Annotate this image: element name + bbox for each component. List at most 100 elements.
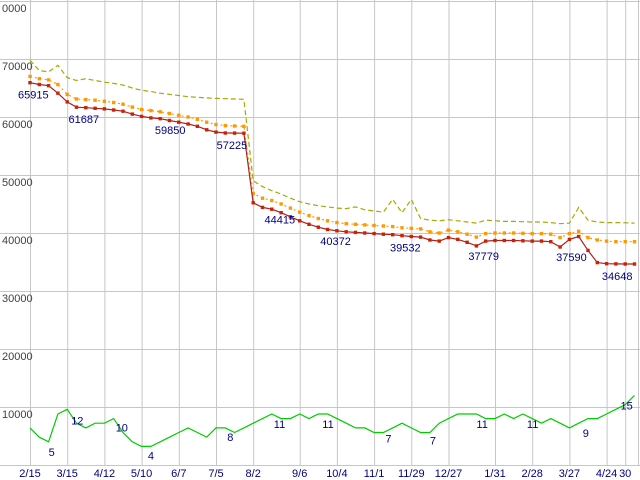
olive-dashed-series-line — [29, 59, 635, 225]
orange-dotted-series-marker — [242, 124, 246, 128]
orange-dotted-series-marker — [577, 229, 581, 233]
orange-dotted-series-marker — [307, 213, 311, 218]
red-marker-series-marker — [130, 112, 134, 116]
red-marker-series-marker — [335, 229, 339, 233]
orange-dotted-series-marker — [623, 240, 627, 244]
red-marker-series-marker — [149, 116, 153, 120]
red-marker-series-marker — [177, 120, 181, 124]
orange-dotted-series-marker — [586, 235, 590, 240]
orange-dotted-series-marker — [484, 231, 488, 236]
count-value-annotation: 11 — [476, 419, 487, 431]
x-tick-label: 9/6 — [292, 468, 307, 480]
x-tick-label: 4/12 — [94, 468, 115, 480]
rank-value-annotation: 44415 — [265, 214, 296, 226]
orange-dotted-series-marker — [56, 82, 60, 87]
red-marker-series-marker — [37, 82, 41, 87]
red-marker-series-marker — [474, 244, 479, 248]
orange-dotted-series-marker — [549, 232, 553, 236]
red-marker-series-marker — [167, 118, 172, 123]
orange-dotted-series-marker — [446, 228, 451, 232]
red-marker-series-marker — [530, 239, 534, 243]
red-marker-series-marker — [344, 230, 348, 234]
orange-dotted-series-marker — [112, 100, 116, 105]
orange-dotted-series-marker — [493, 231, 497, 235]
orange-dotted-series-marker — [604, 239, 609, 243]
x-tick-label: 8/2 — [246, 468, 261, 480]
red-marker-series-marker — [288, 215, 293, 219]
orange-dotted-series-line — [29, 75, 635, 243]
orange-dotted-series-marker — [595, 238, 599, 242]
red-marker-series-marker — [46, 84, 51, 88]
orange-dotted-series-marker — [130, 105, 134, 109]
red-marker-series-marker — [456, 237, 460, 242]
red-marker-series-marker — [84, 106, 88, 110]
red-marker-series-marker — [214, 130, 218, 134]
red-marker-series-marker — [158, 117, 162, 121]
orange-dotted-series-marker — [400, 226, 404, 230]
red-marker-series-marker — [521, 239, 525, 243]
orange-dotted-series-marker — [84, 97, 88, 102]
orange-dotted-series-marker — [93, 98, 97, 102]
orange-dotted-series-marker — [298, 210, 302, 214]
count-value-annotation: 11 — [527, 419, 538, 431]
red-marker-series-marker — [307, 222, 311, 226]
x-tick-label: 3/15 — [56, 468, 77, 480]
count-value-annotation: 11 — [322, 419, 333, 431]
red-marker-series-marker — [65, 100, 69, 104]
red-marker-series-marker — [186, 122, 190, 126]
red-marker-series-marker — [558, 245, 562, 249]
count-value-annotation: 12 — [71, 415, 83, 427]
red-marker-series-marker — [251, 201, 255, 205]
red-marker-series-marker — [93, 106, 97, 110]
orange-dotted-series-marker — [418, 227, 423, 231]
red-marker-series-marker — [604, 262, 609, 266]
red-marker-series-marker — [511, 238, 516, 243]
orange-dotted-series-marker — [288, 206, 293, 210]
orange-dotted-series-marker — [521, 231, 525, 235]
orange-dotted-series-marker — [530, 231, 534, 236]
red-marker-series-marker — [112, 108, 116, 112]
red-marker-series-marker — [391, 233, 395, 237]
red-marker-series-marker — [400, 234, 404, 238]
x-tick-label: 30 — [619, 468, 631, 480]
orange-dotted-series-marker — [381, 224, 386, 228]
orange-dotted-series-marker — [46, 78, 51, 82]
orange-dotted-series-marker — [251, 191, 255, 196]
count-value-annotation: 15 — [621, 400, 633, 412]
red-marker-series-marker — [353, 230, 358, 235]
red-marker-series-marker — [74, 105, 79, 109]
count-value-annotation: 10 — [116, 423, 128, 435]
x-tick-label: 11/1 — [364, 468, 385, 480]
red-marker-series-marker — [409, 234, 413, 239]
red-marker-series-marker — [577, 234, 581, 239]
x-tick-label: 7/5 — [208, 468, 223, 480]
y-tick-label: 0000 — [2, 3, 26, 15]
count-value-annotation: 8 — [227, 432, 233, 444]
x-tick-label: 6/7 — [171, 468, 186, 480]
orange-dotted-series-marker — [558, 235, 562, 240]
y-tick-label: 30000 — [2, 293, 33, 305]
red-marker-series-marker — [139, 114, 144, 119]
orange-dotted-series-marker — [279, 202, 283, 206]
orange-dotted-series-marker — [260, 196, 265, 200]
red-marker-series-marker — [205, 128, 209, 132]
orange-dotted-series-marker — [335, 220, 339, 225]
orange-dotted-series-marker — [158, 110, 162, 114]
red-marker-series-marker — [502, 238, 506, 243]
orange-dotted-series-marker — [456, 230, 460, 234]
green-count-series-line — [29, 394, 635, 447]
orange-dotted-series-marker — [167, 111, 172, 116]
count-value-annotation: 7 — [385, 434, 391, 446]
x-tick-label: 2/15 — [19, 468, 40, 480]
orange-dotted-series-marker — [502, 231, 506, 235]
red-marker-series-marker — [298, 219, 302, 223]
x-tick-label: 11/29 — [398, 468, 425, 480]
orange-dotted-series-marker — [139, 107, 144, 112]
orange-dotted-series-marker — [465, 232, 469, 236]
orange-dotted-series-marker — [353, 222, 358, 226]
red-marker-series-marker — [493, 238, 497, 243]
rank-value-annotation: 34648 — [602, 271, 633, 283]
y-tick-label: 70000 — [2, 61, 33, 73]
orange-dotted-series-marker — [37, 77, 41, 81]
rank-value-annotation: 61687 — [69, 114, 100, 126]
